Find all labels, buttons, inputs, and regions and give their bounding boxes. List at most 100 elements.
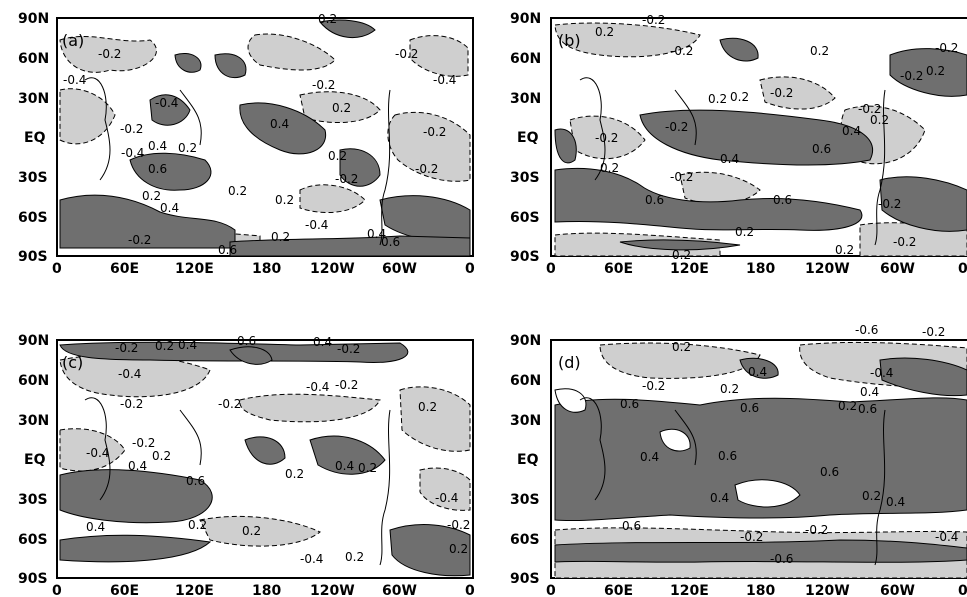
negative-region — [554, 22, 701, 58]
contour-label: -0.4 — [121, 146, 144, 160]
contour-label: -0.2 — [595, 131, 618, 145]
coastline — [84, 77, 391, 246]
coastline — [84, 397, 391, 566]
contour-label: 0.2 — [810, 44, 829, 58]
lat-tick: 60N — [18, 373, 49, 389]
contour-label: -0.4 — [935, 530, 958, 544]
contour-label: -0.4 — [63, 73, 86, 87]
contour-label: -0.2 — [312, 78, 335, 92]
contour-label: -0.4 — [435, 491, 458, 505]
lon-tick: 60W — [880, 261, 915, 277]
lat-tick: EQ — [517, 130, 539, 146]
contour-label: 0.2 — [318, 12, 337, 26]
contour-label: 0.6 — [773, 193, 792, 207]
contour-label: -0.4 — [870, 366, 893, 380]
contour-label: 0.6 — [858, 402, 877, 416]
lat-tick: 30S — [510, 170, 540, 186]
contour-labels: -0.2 -0.4 -0.4 -0.2 -0.4 0.4 0.6 0.2 0.2… — [63, 12, 456, 257]
panel-c: (c) -0.2 0.2 0.4 0.6 0.4 -0.2 -0.4 -0.2 … — [56, 334, 474, 579]
lon-tick: 60W — [382, 261, 417, 277]
contour-label: 0.2 — [358, 461, 377, 475]
contour-label: -0.2 — [423, 125, 446, 139]
contour-label: 0.2 — [142, 189, 161, 203]
contour-label: 0.2 — [926, 64, 945, 78]
lon-tick: 60E — [604, 261, 633, 277]
negative-region — [299, 184, 366, 213]
lat-tick: 30N — [18, 91, 49, 107]
lon-tick: 60E — [604, 583, 633, 597]
positive-region — [639, 109, 873, 166]
lat-tick: EQ — [24, 452, 46, 468]
contour-label: -0.2 — [922, 325, 945, 339]
contour-label: -0.2 — [935, 41, 958, 55]
contour-label: 0.2 — [672, 340, 691, 354]
contour-label: 0.4 — [160, 201, 179, 215]
contour-label: 0.2 — [672, 248, 691, 262]
panel-label: (d) — [558, 353, 581, 372]
coastline — [579, 397, 886, 566]
negative-region — [409, 35, 469, 77]
lat-tick: 60S — [18, 210, 48, 226]
lon-tick: 0 — [52, 261, 62, 277]
contour-label: 0.6 — [812, 142, 831, 156]
positive-region — [309, 435, 386, 475]
contour-label: -0.6 — [770, 552, 793, 566]
lon-tick: 180 — [746, 261, 775, 277]
lat-tick: 90S — [18, 249, 48, 265]
contour-label: -0.2 — [770, 86, 793, 100]
contour-label: -0.2 — [893, 235, 916, 249]
positive-region — [229, 235, 471, 256]
contour-label: 0.4 — [178, 338, 197, 352]
lat-tick: 60S — [510, 210, 540, 226]
lat-tick: 30N — [510, 413, 541, 429]
contour-label: -0.2 — [98, 47, 121, 61]
negative-region — [199, 515, 321, 547]
lat-tick: 60N — [510, 51, 541, 67]
negative-region — [599, 342, 761, 379]
contour-label: -0.2 — [740, 530, 763, 544]
contour-label: 0.2 — [275, 193, 294, 207]
lon-tick: 120W — [310, 261, 355, 277]
contour-label: 0.2 — [332, 101, 351, 115]
contour-label: 0.4 — [842, 124, 861, 138]
contour-label: 0.6 — [186, 474, 205, 488]
contour-label: 0.2 — [418, 400, 437, 414]
contour-label: -0.2 — [120, 122, 143, 136]
contour-label: -0.2 — [642, 13, 665, 27]
contour-label: 0.6 — [620, 397, 639, 411]
negative-region — [59, 88, 116, 145]
panel-label: (a) — [62, 31, 84, 50]
lat-tick: 90S — [18, 571, 48, 587]
contour-label: 0.2 — [188, 518, 207, 532]
lon-tick: 180 — [252, 261, 281, 277]
lon-tick: 120E — [175, 583, 214, 597]
negative-region — [419, 467, 471, 511]
positive-region — [229, 346, 273, 365]
lon-axis-c: 0 60E 120E 180 120W 60W 0 — [52, 583, 475, 597]
contour-label: 0.4 — [335, 459, 354, 473]
contour-label: 0.6 — [381, 235, 400, 249]
lon-tick: 60W — [880, 583, 915, 597]
lon-tick: 180 — [252, 583, 281, 597]
contour-label: 0.2 — [345, 550, 364, 564]
lat-tick: 60S — [18, 532, 48, 548]
contour-label: -0.2 — [670, 170, 693, 184]
contour-label: 0.2 — [155, 339, 174, 353]
lat-tick: EQ — [24, 130, 46, 146]
contour-label: 0.6 — [645, 193, 664, 207]
contour-label: -0.4 — [86, 446, 109, 460]
contour-label: 0.2 — [735, 225, 754, 239]
positive-region — [389, 524, 471, 577]
contour-label: 0.2 — [271, 230, 290, 244]
lat-tick: 90N — [18, 333, 49, 349]
contour-label: 0.4 — [313, 335, 332, 349]
lon-axis-b: 0 60E 120E 180 120W 60W 0 — [546, 261, 967, 277]
contour-label: -0.2 — [858, 102, 881, 116]
contour-label: 0.2 — [870, 113, 889, 127]
contour-label: -0.2 — [447, 518, 470, 532]
contour-label: -0.4 — [305, 218, 328, 232]
negative-region — [299, 91, 381, 124]
contour-label: -0.2 — [218, 397, 241, 411]
contour-label: 0.6 — [218, 243, 237, 257]
lon-tick: 60W — [382, 583, 417, 597]
